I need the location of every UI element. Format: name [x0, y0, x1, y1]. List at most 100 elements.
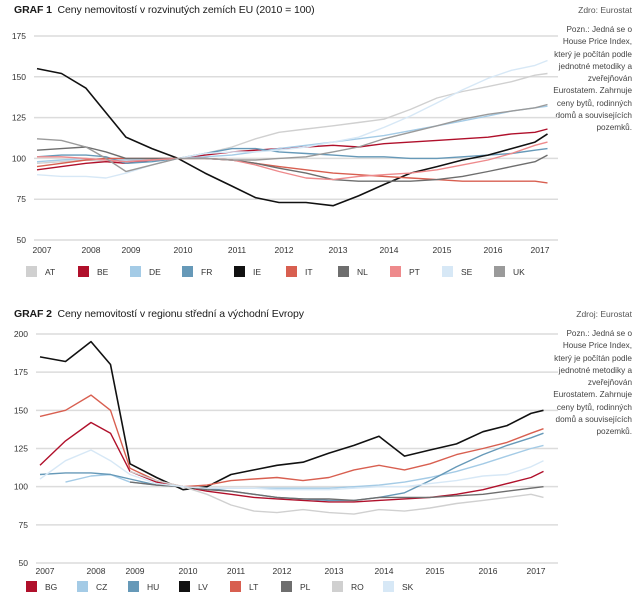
series-line-se: [36, 59, 548, 179]
x-tick-label: 2014: [380, 245, 399, 255]
legend-item-cz: CZ: [77, 581, 128, 592]
y-tick-label: 75: [19, 520, 29, 530]
source-label: Zdro: Eurostat: [578, 5, 632, 15]
y-tick-label: 150: [14, 405, 28, 415]
line-plot: 50 75 100 125 150 175 200 2007 2008 2009 2010 2011 2…: [14, 329, 558, 576]
x-tick-label: 2016: [479, 566, 498, 576]
series-line-at: [36, 72, 548, 164]
legend-swatch: [390, 266, 401, 277]
legend-label: UK: [513, 266, 525, 277]
x-tick-label: 2016: [484, 245, 503, 255]
y-tick-label: 100: [14, 482, 28, 492]
legend-item-sk: SK: [383, 581, 434, 592]
legend-swatch: [182, 266, 193, 277]
legend-item-pt: PT: [390, 266, 442, 277]
legend: AT BE DE FR IE IT NL PT SE UK: [26, 266, 546, 277]
chart-graf2: GRAF 2 Ceny nemovitostí v regionu středn…: [0, 295, 640, 598]
series-line-lv: [39, 340, 544, 491]
y-tick-label: 100: [12, 153, 26, 163]
x-tick-label: 2012: [273, 566, 292, 576]
legend-item-nl: NL: [338, 266, 390, 277]
legend-swatch: [338, 266, 349, 277]
x-tick-label: 2015: [426, 566, 445, 576]
legend-label: LT: [249, 581, 259, 592]
legend-item-pl: PL: [281, 581, 332, 592]
legend-item-hu: HU: [128, 581, 179, 592]
legend-item-lt: LT: [230, 581, 281, 592]
legend-item-uk: UK: [494, 266, 546, 277]
x-tick-label: 2012: [275, 245, 294, 255]
x-tick-label: 2011: [227, 566, 246, 576]
legend-swatch: [179, 581, 190, 592]
series-line-ro: [129, 470, 544, 515]
series-line-it: [36, 157, 548, 184]
legend-item-se: SE: [442, 266, 494, 277]
series-line-fr: [36, 147, 548, 164]
legend-item-be: BE: [78, 266, 130, 277]
x-tick-label: 2013: [329, 245, 348, 255]
x-tick-label: 2008: [87, 566, 106, 576]
series-line-pt: [37, 141, 548, 181]
note-text: Pozn.: Jedná se o House Price Index, kte…: [553, 25, 632, 133]
x-tick-label: 2011: [228, 245, 247, 255]
chart-title: GRAF 1 Ceny nemovitostí v rozvinutých ze…: [14, 4, 315, 16]
x-tick-label: 2010: [174, 245, 193, 255]
legend-swatch: [286, 266, 297, 277]
x-tick-label: 2007: [33, 245, 52, 255]
y-tick-label: 175: [12, 31, 26, 41]
y-tick-label: 50: [17, 235, 27, 245]
x-tick-label: 2009: [122, 245, 141, 255]
legend-label: DE: [149, 266, 161, 277]
series-line-pl: [129, 481, 544, 502]
series-line-ie: [36, 67, 548, 207]
legend-label: PT: [409, 266, 420, 277]
x-tick-label: 2015: [433, 245, 452, 255]
legend-item-ie: IE: [234, 266, 286, 277]
series-line-sk: [39, 449, 544, 491]
legend-label: IE: [253, 266, 262, 277]
legend-label: LV: [198, 581, 208, 592]
x-tick-label: 2007: [36, 566, 55, 576]
x-tick-label: 2009: [126, 566, 145, 576]
x-tick-label: 2017: [527, 566, 546, 576]
legend-swatch: [234, 266, 245, 277]
legend-swatch: [128, 581, 139, 592]
legend-label: PL: [300, 581, 311, 592]
legend-label: SE: [461, 266, 473, 277]
legend-label: FR: [201, 266, 213, 277]
legend-swatch: [332, 581, 343, 592]
x-tick-label: 2013: [325, 566, 344, 576]
legend: BG CZ HU LV LT PL RO SK: [26, 581, 434, 592]
source-label: Zdroj: Eurostat: [576, 309, 632, 319]
y-tick-label: 75: [17, 194, 27, 204]
legend-item-it: IT: [286, 266, 338, 277]
legend-label: HU: [147, 581, 160, 592]
legend-item-de: DE: [130, 266, 182, 277]
legend-label: RO: [351, 581, 364, 592]
series-line-nl: [36, 146, 548, 182]
legend-item-at: AT: [26, 266, 78, 277]
legend-swatch: [281, 581, 292, 592]
legend-item-fr: FR: [182, 266, 234, 277]
y-tick-label: 175: [14, 367, 28, 377]
legend-item-lv: LV: [179, 581, 230, 592]
chart-title-text: Ceny nemovitostí v regionu střední a výc…: [57, 308, 304, 320]
legend-label: SK: [402, 581, 414, 592]
legend-swatch: [78, 266, 89, 277]
x-tick-label: 2017: [531, 245, 550, 255]
legend-swatch: [442, 266, 453, 277]
legend-swatch: [26, 581, 37, 592]
legend-item-bg: BG: [26, 581, 77, 592]
legend-swatch: [383, 581, 394, 592]
series-line-bg: [39, 421, 544, 503]
y-tick-label: 50: [19, 558, 29, 568]
y-tick-label: 125: [14, 444, 28, 454]
chart-title: GRAF 2 Ceny nemovitostí v regionu středn…: [14, 308, 304, 320]
legend-swatch: [26, 266, 37, 277]
x-tick-label: 2014: [375, 566, 394, 576]
legend-swatch: [130, 266, 141, 277]
legend-label: BG: [45, 581, 58, 592]
y-tick-label: 125: [12, 113, 26, 123]
legend-label: IT: [305, 266, 313, 277]
legend-label: CZ: [96, 581, 108, 592]
